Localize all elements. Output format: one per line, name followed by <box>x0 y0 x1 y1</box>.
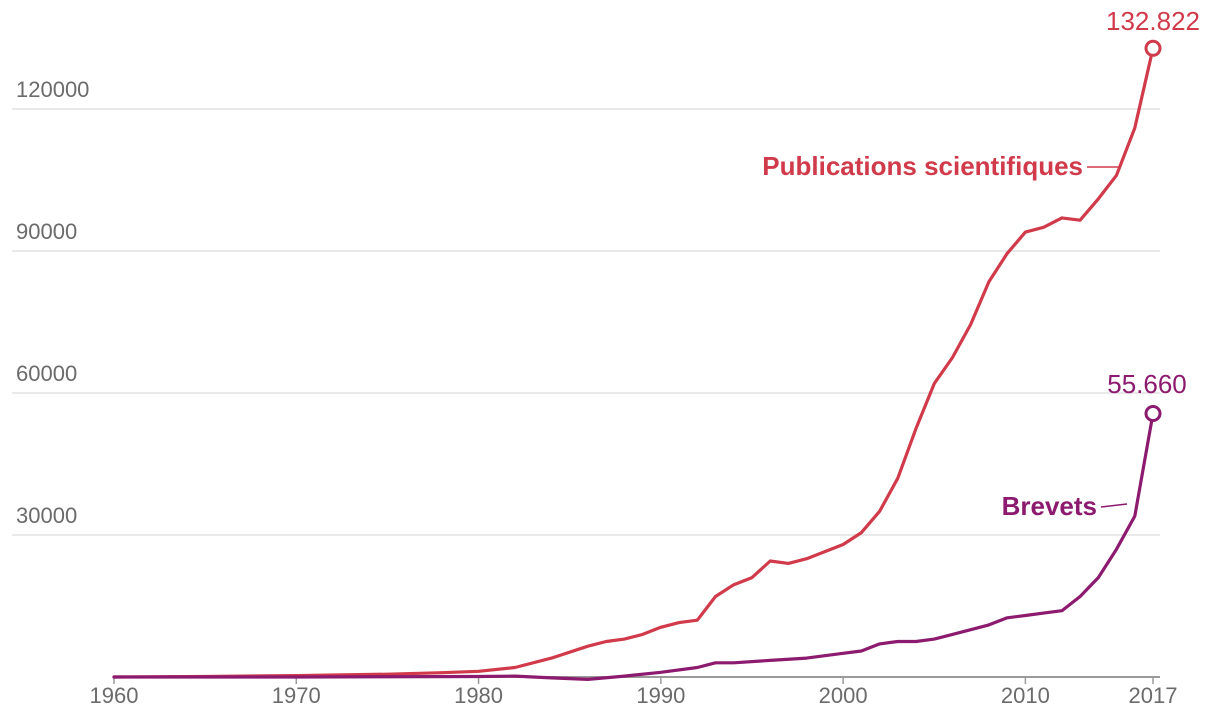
x-tick-label: 1990 <box>636 683 685 708</box>
series-label-leader <box>1100 503 1128 508</box>
series-annotations: 132.822 Publications scientifiques 55.660 B… <box>762 6 1200 521</box>
x-tick-label: 1960 <box>90 683 139 708</box>
y-axis-tick-labels: 30000 60000 90000 120000 <box>16 77 89 528</box>
x-axis: 1960 1970 1980 1990 2000 2010 2017 <box>90 676 1178 708</box>
series-end-marker <box>1144 39 1162 57</box>
x-tick-label: 1970 <box>272 683 321 708</box>
y-tick-label: 60000 <box>16 361 77 386</box>
y-tick-label: 90000 <box>16 219 77 244</box>
series-end-value: 132.822 <box>1106 6 1200 36</box>
x-tick-label: 2000 <box>819 683 868 708</box>
series-name-label: Brevets <box>1002 491 1097 521</box>
series-name-label: Publications scientifiques <box>762 151 1083 181</box>
series-line-0 <box>112 46 1155 679</box>
grid-lines <box>12 108 1160 536</box>
series-lines <box>112 46 1155 682</box>
series-end-marker <box>1144 405 1162 423</box>
series-line-1 <box>112 411 1155 682</box>
y-tick-label: 30000 <box>16 503 77 528</box>
y-tick-label: 120000 <box>16 77 89 102</box>
x-tick-label: 2017 <box>1129 683 1178 708</box>
series-end-value: 55.660 <box>1107 369 1187 399</box>
x-tick-label: 1980 <box>454 683 503 708</box>
x-tick-label: 2010 <box>1001 683 1050 708</box>
